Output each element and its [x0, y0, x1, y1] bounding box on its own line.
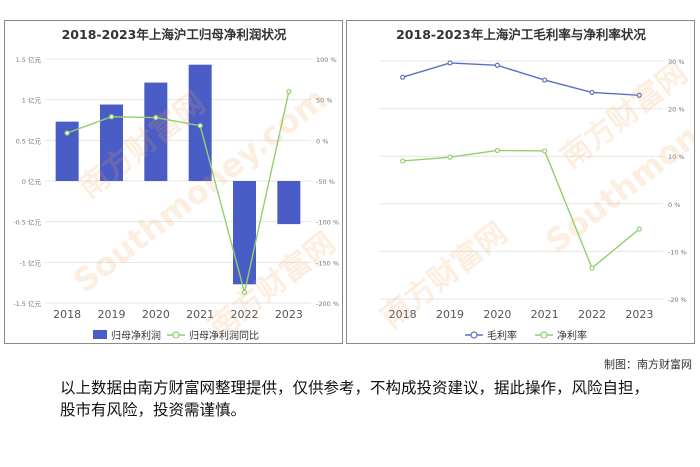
y-right-tick-label: -150 %: [316, 259, 339, 267]
x-tick-label: 2023: [275, 308, 303, 321]
margin-chart-panel: 2018-2023年上海沪工毛利率与净利率状况 30 % 20 % 10 % 0 % -1…: [346, 20, 695, 344]
point-net-margin: [589, 265, 595, 271]
bar-profit: [100, 104, 123, 181]
profit-chart: 2018-2023年上海沪工归母净利润状况 1.5 亿元 1 亿元 0.5 亿元 0 亿…: [13, 27, 339, 342]
x-tick-label: 2019: [436, 308, 464, 321]
y-right-tick-label: -200 %: [316, 300, 339, 308]
legend-marker: [470, 331, 478, 339]
x-tick-label: 2021: [186, 308, 214, 321]
x-tick-label: 2018: [389, 308, 417, 321]
legend-label: 归母净利润: [111, 329, 161, 342]
legend-label: 净利率: [557, 329, 587, 342]
point-net-margin: [542, 148, 548, 154]
point-net-margin: [447, 154, 453, 160]
legend-label: 归母净利润同比: [189, 329, 259, 342]
y-left-tick-label: -1 亿元: [19, 258, 41, 267]
line-gross-margin: [402, 62, 640, 96]
point-net-margin: [636, 226, 642, 232]
point-gross-margin: [494, 62, 500, 68]
y-left-tick-label: 0 亿元: [22, 177, 42, 186]
point-gross-margin: [636, 92, 642, 98]
x-tick-label: 2020: [483, 308, 511, 321]
chart-credit: 制图：南方财富网: [604, 358, 692, 371]
y-right-tick-label: 100 %: [316, 56, 337, 64]
bar-profit: [55, 121, 79, 181]
point-gross-margin: [542, 77, 548, 83]
point-yoy: [153, 114, 159, 121]
y-right-tick-label: 50 %: [316, 97, 333, 105]
line-yoy: [66, 91, 290, 293]
line-net-margin: [402, 149, 640, 270]
disclaimer-text: 以上数据由南方财富网整理提供，仅供参考，不构成投资建议，据此操作，风险自担，股市…: [60, 379, 650, 419]
point-gross-margin: [447, 60, 453, 66]
x-tick-label: 2022: [231, 308, 259, 321]
y-tick-label: 10 %: [668, 153, 685, 161]
point-gross-margin: [589, 89, 595, 96]
chart-title: 2018-2023年上海沪工毛利率与净利率状况: [396, 27, 646, 42]
point-gross-margin: [400, 74, 406, 80]
x-tick-label: 2019: [98, 308, 126, 321]
point-yoy: [197, 123, 203, 129]
legend-marker: [540, 331, 548, 339]
x-tick-label: 2018: [53, 308, 81, 321]
chart-title: 2018-2023年上海沪工归母净利润状况: [62, 27, 287, 42]
y-left-tick-label: 0.5 亿元: [16, 136, 42, 145]
legend-marker: [172, 331, 180, 339]
bar-profit: [144, 82, 168, 181]
profit-chart-panel: 2018-2023年上海沪工归母净利润状况 1.5 亿元 1 亿元 0.5 亿元 0 亿…: [4, 20, 343, 344]
point-yoy: [64, 130, 70, 136]
y-right-tick-label: -50 %: [316, 178, 335, 186]
x-tick-label: 2020: [142, 308, 170, 321]
y-tick-label: 30 %: [668, 58, 685, 66]
bar-profit: [188, 64, 212, 181]
legend-label: 毛利率: [487, 329, 517, 342]
y-tick-label: -10 %: [668, 248, 687, 256]
legend-swatch-bar: [93, 330, 107, 339]
y-left-tick-label: -1.5 亿元: [13, 299, 41, 308]
x-tick-label: 2022: [578, 308, 606, 321]
point-yoy: [241, 289, 248, 296]
y-tick-label: -20 %: [668, 296, 687, 304]
y-right-tick-label: -100 %: [316, 219, 339, 227]
y-right-tick-label: 0 %: [316, 137, 328, 145]
bar-profit: [277, 181, 301, 225]
point-yoy: [108, 114, 115, 120]
y-left-tick-label: -0.5 亿元: [13, 218, 41, 227]
y-tick-label: 20 %: [668, 106, 685, 114]
margin-chart: 2018-2023年上海沪工毛利率与净利率状况 30 % 20 % 10 % 0 % -1…: [379, 27, 687, 342]
point-yoy: [286, 88, 292, 95]
y-tick-label: 0 %: [668, 201, 680, 209]
point-net-margin: [494, 147, 500, 154]
y-left-tick-label: 1.5 亿元: [16, 55, 42, 64]
x-tick-label: 2023: [625, 308, 653, 321]
bar-profit: [233, 181, 256, 285]
y-left-tick-label: 1 亿元: [22, 96, 42, 105]
point-net-margin: [400, 158, 406, 164]
x-tick-label: 2021: [531, 308, 559, 321]
